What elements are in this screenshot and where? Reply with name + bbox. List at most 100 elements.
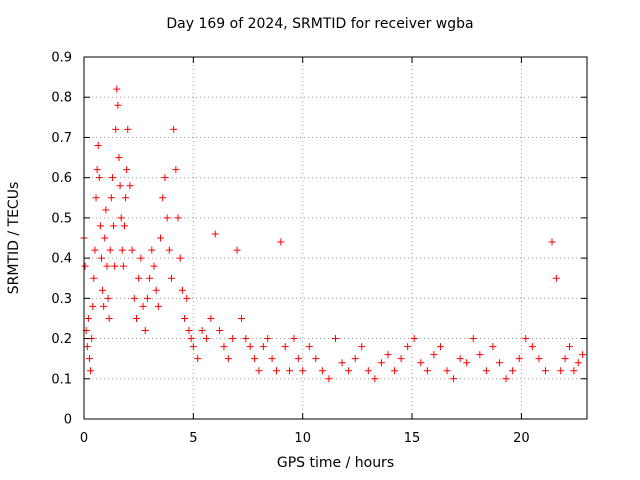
grid <box>84 57 587 419</box>
data-point <box>377 359 385 367</box>
data-point <box>185 327 193 335</box>
y-axis-label: SRMTID / TECUs <box>6 181 22 295</box>
data-point <box>318 367 326 375</box>
data-point <box>119 262 127 270</box>
data-point <box>371 375 379 383</box>
data-point <box>325 375 333 383</box>
data-point <box>423 367 431 375</box>
x-tick-label: 10 <box>294 431 311 446</box>
data-point <box>112 125 120 133</box>
y-tick-label: 0.8 <box>51 91 72 106</box>
data-point <box>566 343 574 351</box>
data-point <box>277 238 285 246</box>
data-point <box>97 254 105 262</box>
data-point <box>172 166 180 174</box>
data-point <box>338 359 346 367</box>
data-point <box>528 343 536 351</box>
data-point <box>106 246 114 254</box>
data-point <box>178 286 186 294</box>
data-point <box>101 234 109 242</box>
data-point <box>202 335 210 343</box>
y-tick-label: 0.9 <box>51 51 72 66</box>
data-point <box>358 343 366 351</box>
data-point <box>84 314 92 322</box>
y-tick-label: 0.4 <box>51 252 72 267</box>
data-point <box>137 254 145 262</box>
data-point <box>154 302 162 310</box>
x-tick-label: 5 <box>189 431 197 446</box>
axis-ticks: 0 0.1 0.2 0.3 0.4 0.5 0.6 0.7 0.8 0.9 0 5 10 15 20 <box>51 51 587 446</box>
data-point <box>443 367 451 375</box>
data-point <box>187 335 195 343</box>
data-point <box>104 294 112 302</box>
data-point <box>132 314 140 322</box>
data-point <box>170 125 178 133</box>
data-point <box>391 367 399 375</box>
data-point <box>251 355 259 363</box>
data-point <box>181 314 189 322</box>
data-point <box>115 154 123 162</box>
data-series <box>80 85 587 383</box>
data-point <box>150 262 158 270</box>
data-point <box>286 367 294 375</box>
data-point <box>102 206 110 214</box>
data-point <box>111 262 119 270</box>
data-point <box>100 302 108 310</box>
data-point <box>522 335 530 343</box>
x-axis-label: GPS time / hours <box>276 455 395 471</box>
data-point <box>255 367 263 375</box>
data-point <box>122 194 130 202</box>
data-point <box>312 355 320 363</box>
data-point <box>105 314 113 322</box>
data-point <box>81 262 89 270</box>
data-point <box>476 351 484 359</box>
data-point <box>123 166 131 174</box>
data-point <box>242 335 250 343</box>
y-tick-label: 0.2 <box>51 332 72 347</box>
data-point <box>345 367 353 375</box>
data-point <box>89 302 97 310</box>
data-point <box>515 355 523 363</box>
data-point <box>268 355 276 363</box>
data-point <box>139 302 147 310</box>
data-point <box>570 367 578 375</box>
data-point <box>94 141 102 149</box>
x-tick-label: 0 <box>80 431 88 446</box>
data-point <box>146 274 154 282</box>
data-point <box>135 274 143 282</box>
y-tick-label: 0.1 <box>51 372 72 387</box>
data-point <box>152 286 160 294</box>
data-point <box>165 246 173 254</box>
data-point <box>161 174 169 182</box>
data-point <box>93 166 101 174</box>
data-point <box>87 367 95 375</box>
x-tick-label: 20 <box>513 431 530 446</box>
data-point <box>290 335 298 343</box>
data-point <box>118 246 126 254</box>
data-point <box>143 294 151 302</box>
data-point <box>216 327 224 335</box>
data-point <box>397 355 405 363</box>
data-point <box>246 343 254 351</box>
data-point <box>91 246 99 254</box>
data-point <box>450 375 458 383</box>
data-point <box>157 234 165 242</box>
data-point <box>90 274 98 282</box>
data-point <box>116 182 124 190</box>
data-point <box>463 359 471 367</box>
data-point <box>124 125 132 133</box>
y-tick-label: 0.6 <box>51 171 72 186</box>
data-point <box>436 343 444 351</box>
data-point <box>264 335 272 343</box>
data-point <box>113 85 121 93</box>
data-point <box>114 101 122 109</box>
data-point <box>351 355 359 363</box>
data-point <box>299 367 307 375</box>
data-point <box>120 222 128 230</box>
y-tick-label: 0.5 <box>51 211 72 226</box>
data-point <box>128 246 136 254</box>
data-point <box>198 327 206 335</box>
data-point <box>95 174 103 182</box>
data-point <box>110 222 118 230</box>
